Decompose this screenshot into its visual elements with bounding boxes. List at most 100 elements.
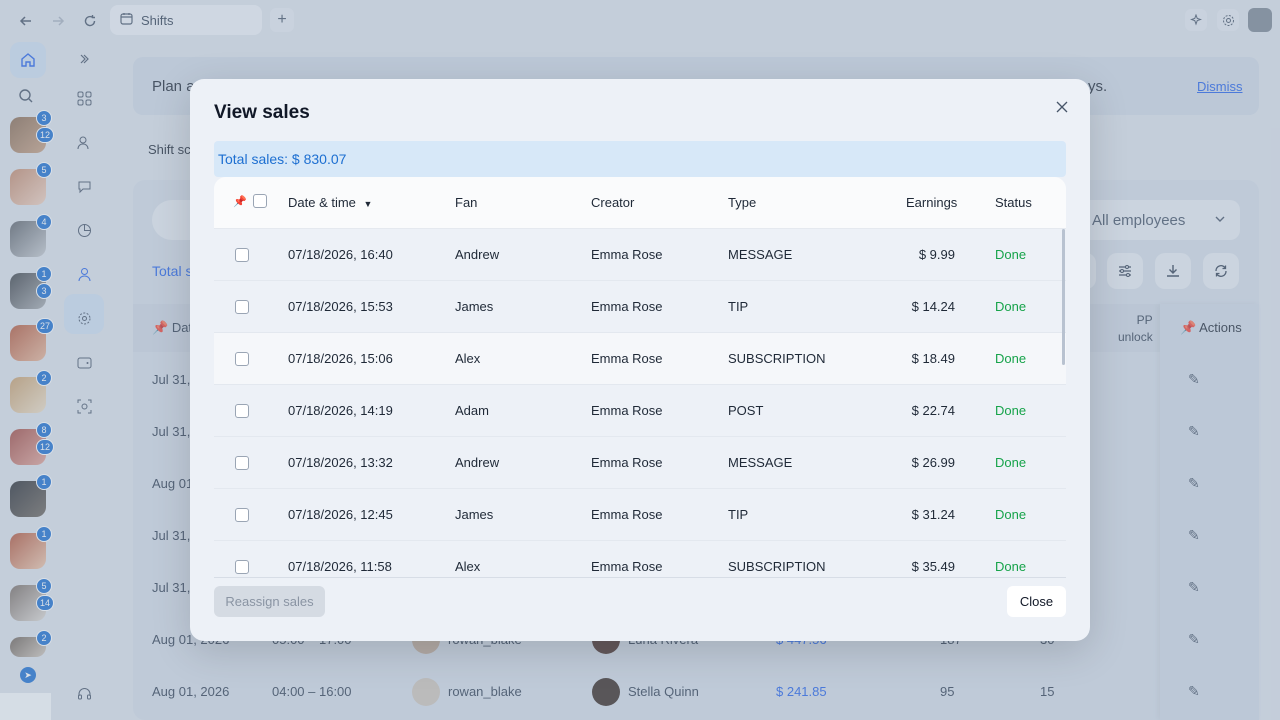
settings-icon[interactable]: [74, 308, 94, 328]
row-creator: Emma Rose: [591, 507, 663, 522]
row-status: Done: [995, 351, 1027, 366]
row-checkbox[interactable]: [235, 456, 249, 470]
row-time: 04:00 – 16:00: [272, 684, 352, 699]
row-checkbox[interactable]: [235, 508, 249, 522]
new-tab-button[interactable]: +: [270, 8, 294, 32]
row-checkbox[interactable]: [235, 300, 249, 314]
reassign-sales-button[interactable]: Reassign sales: [214, 586, 325, 617]
edit-icon[interactable]: ✎: [1188, 423, 1200, 439]
refresh-icon[interactable]: [1203, 253, 1239, 289]
total-label: Total s: [152, 263, 193, 279]
telegram-icon[interactable]: ➤: [20, 667, 36, 683]
user-avatar[interactable]: [1248, 8, 1272, 32]
row-amount[interactable]: $ 241.85: [776, 684, 827, 699]
edit-icon[interactable]: ✎: [1188, 475, 1200, 491]
employees-select-value: All employees: [1092, 211, 1186, 229]
banner-text-tail: ys.: [1088, 78, 1108, 95]
row-creator: Emma Rose: [591, 455, 663, 470]
row-checkbox[interactable]: [235, 248, 249, 262]
home-icon[interactable]: [10, 42, 46, 78]
rail-footer: [0, 693, 51, 720]
edit-icon[interactable]: ✎: [1188, 371, 1200, 387]
left-rail: [0, 40, 56, 720]
employee-avatar: [412, 678, 440, 706]
users-icon[interactable]: [74, 132, 94, 152]
table-scrollbar[interactable]: [1062, 229, 1065, 365]
edit-icon[interactable]: ✎: [1188, 683, 1200, 699]
chat-icon[interactable]: [74, 176, 94, 196]
row-fan: Adam: [455, 403, 489, 418]
chevron-right-icon[interactable]: [74, 49, 94, 69]
chart-pie-icon[interactable]: [74, 220, 94, 240]
table-row[interactable]: 07/18/2026, 13:32 Andrew Emma Rose MESSA…: [214, 437, 1066, 489]
row-count: 15: [1040, 684, 1055, 699]
wallet-icon[interactable]: [74, 352, 94, 372]
dashboard-icon[interactable]: [74, 88, 94, 108]
back-icon[interactable]: [15, 10, 37, 32]
table-row[interactable]: 07/18/2026, 11:58 Alex Emma Rose SUBSCRI…: [214, 541, 1066, 577]
count-badge: 14: [36, 595, 55, 611]
tab-title: Shifts: [141, 12, 174, 28]
download-icon[interactable]: [1155, 253, 1191, 289]
row-status: Done: [995, 455, 1027, 470]
actions-column: [1160, 304, 1259, 720]
gear-icon[interactable]: [1217, 9, 1239, 31]
reload-icon[interactable]: [79, 10, 101, 32]
shifts-icon[interactable]: [74, 264, 94, 284]
edit-icon[interactable]: ✎: [1188, 527, 1200, 543]
row-checkbox[interactable]: [235, 404, 249, 418]
unread-badge: 2: [36, 370, 52, 386]
row-count: 95: [940, 684, 955, 699]
row-datetime: 07/18/2026, 15:53: [288, 299, 393, 314]
row-earnings: $ 9.99: [918, 247, 955, 262]
row-checkbox[interactable]: [235, 352, 249, 366]
row-datetime: 07/18/2026, 13:32: [288, 455, 393, 470]
unread-badge: 5: [36, 578, 52, 594]
filter-sliders-icon[interactable]: [1107, 253, 1143, 289]
column-header-status: Status: [995, 195, 1032, 210]
row-creator: Stella Quinn: [628, 684, 699, 699]
employees-select[interactable]: All employees: [1078, 200, 1240, 240]
plus-icon: +: [277, 11, 287, 28]
sparkle-icon[interactable]: [1185, 9, 1207, 31]
select-all-checkbox[interactable]: [253, 194, 267, 208]
row-date: Aug 01, 2026: [152, 684, 230, 699]
row-status: Done: [995, 247, 1027, 262]
pin-icon: 📌: [1180, 320, 1197, 335]
table-row[interactable]: 07/18/2026, 15:53 James Emma Rose TIP $ …: [214, 281, 1066, 333]
row-status: Done: [995, 403, 1027, 418]
close-button[interactable]: Close: [1007, 586, 1066, 617]
row-date: Jul 31,: [152, 528, 191, 543]
scan-icon[interactable]: [74, 396, 94, 416]
row-type: SUBSCRIPTION: [728, 559, 826, 574]
edit-icon[interactable]: ✎: [1188, 631, 1200, 647]
row-fan: Andrew: [455, 247, 500, 262]
row-earnings: $ 26.99: [911, 455, 955, 470]
row-checkbox[interactable]: [235, 560, 249, 574]
row-type: MESSAGE: [728, 247, 793, 262]
row-creator: Emma Rose: [591, 559, 663, 574]
tab-shifts[interactable]: Shifts: [110, 5, 262, 35]
row-earnings: $ 35.49: [911, 559, 955, 574]
table-row[interactable]: 07/18/2026, 15:06 Alex Emma Rose SUBSCRI…: [214, 333, 1066, 385]
unread-badge: 5: [36, 162, 52, 178]
headset-icon[interactable]: [74, 683, 94, 703]
row-status: Done: [995, 299, 1027, 314]
browser-topbar: Shifts +: [0, 0, 1280, 40]
edit-icon[interactable]: ✎: [1188, 579, 1200, 595]
row-datetime: 07/18/2026, 16:40: [288, 247, 393, 262]
close-icon[interactable]: [1052, 97, 1072, 117]
table-row[interactable]: 07/18/2026, 12:45 James Emma Rose TIP $ …: [214, 489, 1066, 541]
pin-icon: 📌: [233, 196, 247, 208]
search-icon[interactable]: [18, 88, 38, 108]
row-fan: James: [455, 299, 494, 314]
row-type: TIP: [728, 507, 749, 522]
row-type: SUBSCRIPTION: [728, 351, 826, 366]
row-creator: Emma Rose: [591, 299, 663, 314]
table-row[interactable]: 07/18/2026, 16:40 Andrew Emma Rose MESSA…: [214, 229, 1066, 281]
pp-unlock-header: PP unlock: [1118, 313, 1153, 344]
column-header-date[interactable]: Date & time ▼: [288, 195, 373, 210]
dismiss-link[interactable]: Dismiss: [1197, 79, 1243, 94]
forward-icon[interactable]: [47, 10, 69, 32]
table-row[interactable]: 07/18/2026, 14:19 Adam Emma Rose POST $ …: [214, 385, 1066, 437]
